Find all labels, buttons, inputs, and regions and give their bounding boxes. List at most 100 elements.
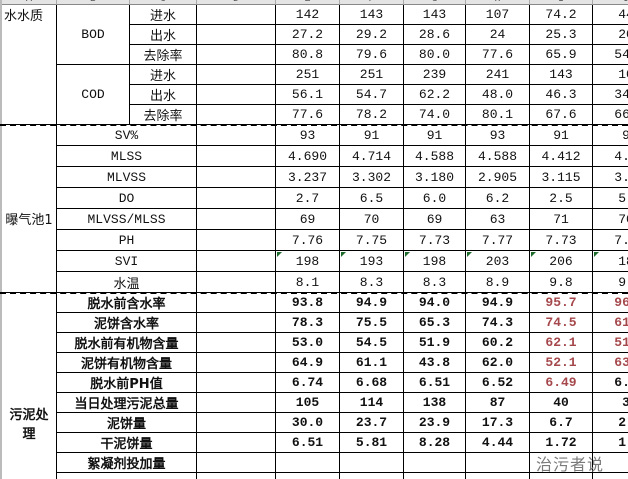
- value-cell[interactable]: 5.81: [340, 433, 404, 453]
- value-cell[interactable]: 54.: [593, 45, 628, 65]
- value-cell[interactable]: 4.44: [466, 433, 530, 453]
- value-cell[interactable]: 105: [276, 393, 340, 413]
- column-header-D[interactable]: D: [197, 0, 276, 5]
- value-cell[interactable]: 91: [340, 125, 404, 146]
- empty-cell[interactable]: [197, 85, 276, 105]
- empty-cell[interactable]: [197, 167, 276, 188]
- value-cell[interactable]: 8.9: [466, 272, 530, 293]
- value-cell[interactable]: 198: [276, 251, 340, 272]
- value-cell[interactable]: 10: [593, 65, 628, 85]
- value-cell[interactable]: 61.: [593, 313, 628, 333]
- empty-cell[interactable]: [197, 453, 276, 473]
- value-cell[interactable]: 78.2: [340, 105, 404, 125]
- empty-cell[interactable]: [466, 473, 530, 479]
- value-cell[interactable]: 94.0: [404, 293, 466, 313]
- value-cell[interactable]: 251: [276, 65, 340, 85]
- value-cell[interactable]: [593, 453, 628, 473]
- value-cell[interactable]: 4.412: [530, 146, 593, 167]
- value-cell[interactable]: 74.5: [530, 313, 593, 333]
- value-cell[interactable]: 74.0: [404, 105, 466, 125]
- empty-cell[interactable]: [197, 413, 276, 433]
- value-cell[interactable]: 23.7: [340, 413, 404, 433]
- value-cell[interactable]: 7.76: [276, 230, 340, 251]
- value-cell[interactable]: 70: [593, 209, 628, 230]
- value-cell[interactable]: 71: [530, 209, 593, 230]
- value-cell[interactable]: 27.2: [276, 25, 340, 45]
- value-cell[interactable]: 1.: [593, 433, 628, 453]
- value-cell[interactable]: 6.49: [530, 373, 593, 393]
- value-cell[interactable]: 63.: [593, 353, 628, 373]
- value-cell[interactable]: 28.6: [404, 25, 466, 45]
- error-indicator-icon[interactable]: [594, 252, 599, 257]
- empty-cell[interactable]: [197, 333, 276, 353]
- empty-cell[interactable]: [197, 230, 276, 251]
- column-header-F[interactable]: F: [340, 0, 404, 5]
- value-cell[interactable]: [276, 453, 340, 473]
- value-cell[interactable]: 48.0: [466, 85, 530, 105]
- value-cell[interactable]: 142: [276, 5, 340, 25]
- empty-cell[interactable]: [530, 473, 593, 479]
- empty-cell[interactable]: [197, 353, 276, 373]
- value-cell[interactable]: 69: [404, 209, 466, 230]
- value-cell[interactable]: 62.1: [530, 333, 593, 353]
- value-cell[interactable]: 53.0: [276, 333, 340, 353]
- value-cell[interactable]: 44: [593, 5, 628, 25]
- value-cell[interactable]: 77.6: [466, 45, 530, 65]
- empty-cell[interactable]: [197, 251, 276, 272]
- value-cell[interactable]: 91: [530, 125, 593, 146]
- value-cell[interactable]: 51.: [593, 333, 628, 353]
- value-cell[interactable]: 80.1: [466, 105, 530, 125]
- value-cell[interactable]: 4.714: [340, 146, 404, 167]
- value-cell[interactable]: [466, 453, 530, 473]
- value-cell[interactable]: [340, 453, 404, 473]
- value-cell[interactable]: 67.6: [530, 105, 593, 125]
- value-cell[interactable]: 77.6: [276, 105, 340, 125]
- value-cell[interactable]: 7.73: [530, 230, 593, 251]
- value-cell[interactable]: 74.3: [466, 313, 530, 333]
- empty-cell[interactable]: [197, 45, 276, 65]
- value-cell[interactable]: 6.5: [340, 188, 404, 209]
- value-cell[interactable]: 93.8: [276, 293, 340, 313]
- value-cell[interactable]: 65.9: [530, 45, 593, 65]
- value-cell[interactable]: 4.588: [466, 146, 530, 167]
- value-cell[interactable]: 2.7: [276, 188, 340, 209]
- column-header-I[interactable]: I: [530, 0, 593, 5]
- empty-cell[interactable]: [197, 188, 276, 209]
- value-cell[interactable]: 8.3: [340, 272, 404, 293]
- value-cell[interactable]: 6.0: [404, 188, 466, 209]
- value-cell[interactable]: 203: [466, 251, 530, 272]
- value-cell[interactable]: 25.3: [530, 25, 593, 45]
- value-cell[interactable]: 241: [466, 65, 530, 85]
- error-indicator-icon[interactable]: [467, 252, 472, 257]
- error-indicator-icon[interactable]: [341, 252, 346, 257]
- value-cell[interactable]: 6.52: [466, 373, 530, 393]
- column-header-J[interactable]: J: [593, 0, 628, 5]
- value-cell[interactable]: 198: [404, 251, 466, 272]
- value-cell[interactable]: 6.2: [466, 188, 530, 209]
- value-cell[interactable]: 46.3: [530, 85, 593, 105]
- value-cell[interactable]: 9: [593, 125, 628, 146]
- value-cell[interactable]: 54.7: [340, 85, 404, 105]
- error-indicator-icon[interactable]: [405, 252, 410, 257]
- value-cell[interactable]: 143: [530, 65, 593, 85]
- empty-cell[interactable]: [197, 209, 276, 230]
- value-cell[interactable]: 6.51: [276, 433, 340, 453]
- value-cell[interactable]: 138: [404, 393, 466, 413]
- value-cell[interactable]: [530, 453, 593, 473]
- value-cell[interactable]: 54.5: [340, 333, 404, 353]
- value-cell[interactable]: 94.9: [466, 293, 530, 313]
- value-cell[interactable]: 66.: [593, 105, 628, 125]
- value-cell[interactable]: 24: [466, 25, 530, 45]
- value-cell[interactable]: 4.9: [593, 146, 628, 167]
- column-header-E[interactable]: E: [276, 0, 340, 5]
- value-cell[interactable]: 8.28: [404, 433, 466, 453]
- value-cell[interactable]: 93: [276, 125, 340, 146]
- value-cell[interactable]: 8.1: [276, 272, 340, 293]
- value-cell[interactable]: 70: [340, 209, 404, 230]
- value-cell[interactable]: 2.5: [530, 188, 593, 209]
- empty-cell[interactable]: [197, 272, 276, 293]
- value-cell[interactable]: 2.905: [466, 167, 530, 188]
- value-cell[interactable]: 7.75: [340, 230, 404, 251]
- empty-cell[interactable]: [276, 473, 340, 479]
- empty-cell[interactable]: [197, 146, 276, 167]
